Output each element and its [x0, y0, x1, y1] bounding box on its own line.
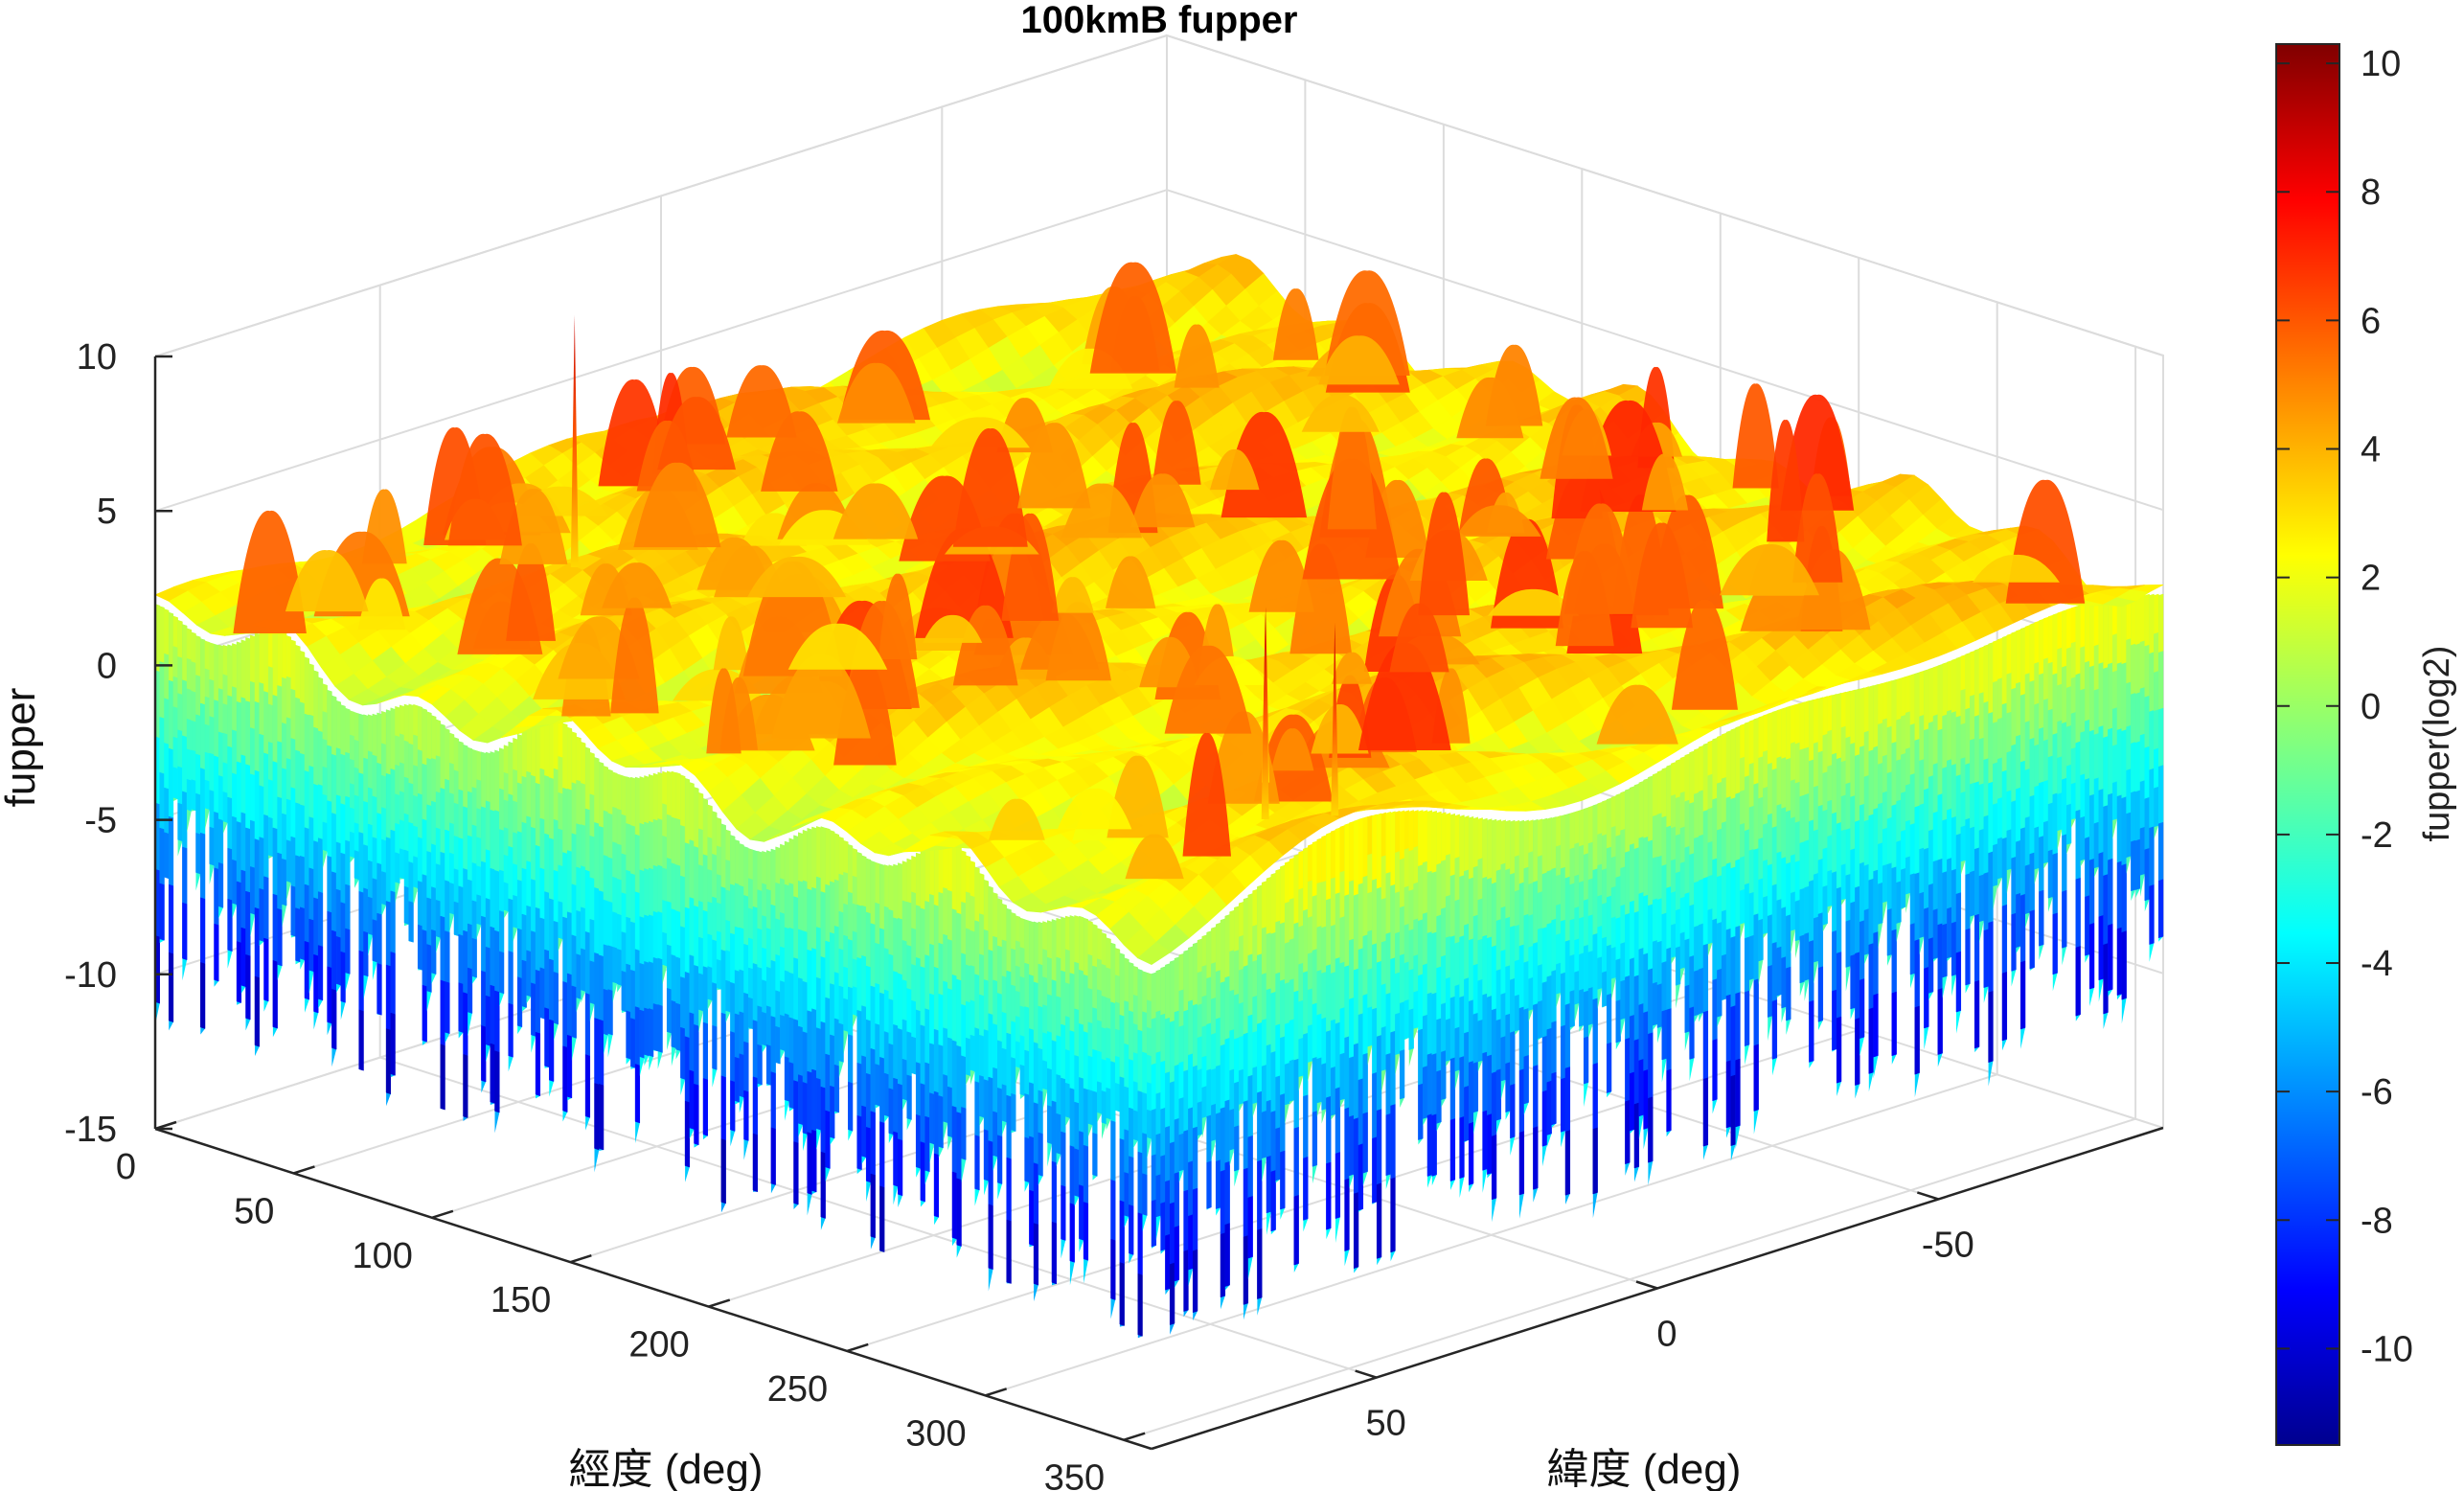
surface-spikes	[570, 314, 1339, 819]
colorbar-tick-label: 10	[2361, 44, 2401, 84]
colorbar-tick-label: -2	[2361, 815, 2393, 856]
x-axis-label: 經度 (deg)	[569, 1446, 764, 1491]
z-tick-label: -15	[64, 1110, 117, 1150]
y-tick-label: -50	[1922, 1225, 1974, 1265]
colorbar-tick-label: -8	[2361, 1201, 2393, 1241]
colorbar	[2275, 43, 2340, 1446]
y-tick-labels: -50 0 50	[1355, 1191, 1974, 1444]
colorbar-tick-label: -6	[2361, 1072, 2393, 1113]
x-tick-label: 350	[1044, 1458, 1105, 1491]
colorbar-tick-label: -10	[2361, 1329, 2413, 1369]
z-tick-label: 0	[97, 646, 117, 686]
colorbar-tick-label: -4	[2361, 944, 2393, 984]
colorbar-label: fupper(log2)	[2417, 646, 2457, 842]
colorbar-tick-label: 6	[2361, 301, 2381, 341]
x-tick-label: 0	[116, 1147, 136, 1187]
colorbar-tick-label: 2	[2361, 559, 2381, 599]
x-tick-label: 150	[491, 1280, 551, 1320]
surface-mounds	[233, 262, 2086, 880]
colorbar-tick-label: 4	[2361, 430, 2381, 470]
z-axis-label: fupper	[0, 688, 44, 808]
y-tick-label: 0	[1656, 1315, 1677, 1355]
colorbar-tick-label: 8	[2361, 172, 2381, 213]
x-tick-label: 50	[234, 1191, 274, 1231]
colorbar-tick-label: 0	[2361, 687, 2381, 727]
y-tick-label: 50	[1366, 1404, 1406, 1444]
colorbar-ticks: 10 8 6 4 2 0 -2 -4 -6 -8 -10	[2276, 44, 2413, 1369]
surface-walls	[154, 593, 2164, 1339]
z-tick-labels: 10 5 0 -5 -10 -15	[64, 337, 172, 1150]
x-tick-label: 300	[905, 1413, 966, 1454]
z-tick-label: 5	[97, 492, 117, 532]
y-axis-label: 緯度 (deg)	[1547, 1446, 1742, 1491]
x-tick-label: 250	[767, 1369, 828, 1410]
x-tick-labels: 0 50 100 150 200 250 300 350	[116, 1120, 1146, 1491]
z-tick-label: -10	[64, 955, 117, 996]
x-tick-label: 100	[352, 1236, 412, 1276]
z-tick-label: -5	[84, 801, 117, 841]
z-tick-label: 10	[77, 337, 117, 378]
chart-title: 100kmB fupper	[1021, 0, 1298, 41]
x-tick-label: 200	[628, 1325, 689, 1365]
